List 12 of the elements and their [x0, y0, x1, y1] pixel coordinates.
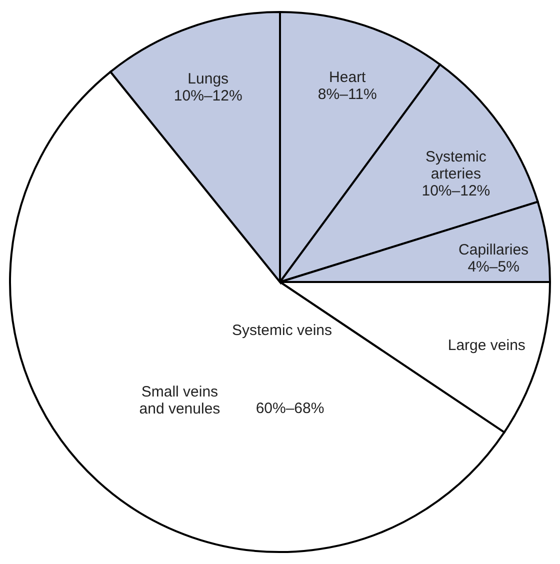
slice-label: Lungs	[188, 70, 229, 88]
slice-label: Capillaries	[458, 242, 529, 259]
slice-label: Heart	[329, 68, 367, 86]
slice-label: Small veins and venules	[139, 384, 220, 418]
text: 8%–11%	[318, 86, 377, 103]
text: Systemic veins	[232, 322, 332, 339]
text: 60%–68%	[256, 400, 324, 417]
text: 10%–12%	[174, 87, 242, 104]
text: 4%–5%	[468, 258, 520, 276]
text: 10%–12%	[422, 182, 490, 200]
slice-label: Large veins	[448, 336, 526, 354]
slice-label: Systemic arteries	[426, 148, 487, 183]
